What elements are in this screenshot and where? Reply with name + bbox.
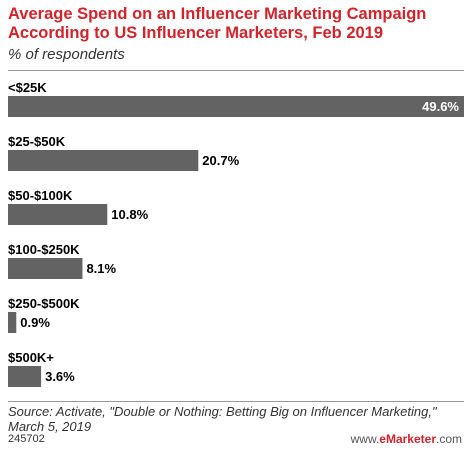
bar xyxy=(8,312,17,333)
category-label: $50-$100K xyxy=(8,188,73,203)
bar xyxy=(8,96,464,117)
brand-prefix: www. xyxy=(350,432,380,446)
value-label: 20.7% xyxy=(202,153,239,168)
bar xyxy=(8,366,42,387)
bar xyxy=(8,204,108,225)
category-label: $250-$500K xyxy=(8,296,80,311)
brand-name: eMarketer xyxy=(379,432,436,446)
category-label: $100-$250K xyxy=(8,242,80,257)
source-note: Source: Activate, "Double or Nothing: Be… xyxy=(8,401,464,434)
chart-title: Average Spend on an Influencer Marketing… xyxy=(8,5,427,42)
brand-logo: www.eMarketer.com xyxy=(351,432,462,446)
category-label: $25-$50K xyxy=(8,134,66,149)
value-label: 49.6% xyxy=(422,99,459,114)
value-label: 0.9% xyxy=(20,315,50,330)
bar xyxy=(8,258,83,279)
bar-chart: <$25K 49.6% $25-$50K 20.7% $50-$100K 10.8% $10… xyxy=(8,80,464,387)
title-divider xyxy=(8,70,464,71)
value-label: 3.6% xyxy=(45,369,75,384)
chart-id: 245702 xyxy=(8,433,45,445)
value-label: 10.8% xyxy=(111,207,148,222)
category-label: <$25K xyxy=(8,80,47,95)
bar xyxy=(8,150,199,171)
brand-suffix: .com xyxy=(435,432,462,446)
category-label: $500K+ xyxy=(8,350,54,365)
value-label: 8.1% xyxy=(86,261,116,276)
chart-subtitle: % of respondents xyxy=(8,46,125,63)
